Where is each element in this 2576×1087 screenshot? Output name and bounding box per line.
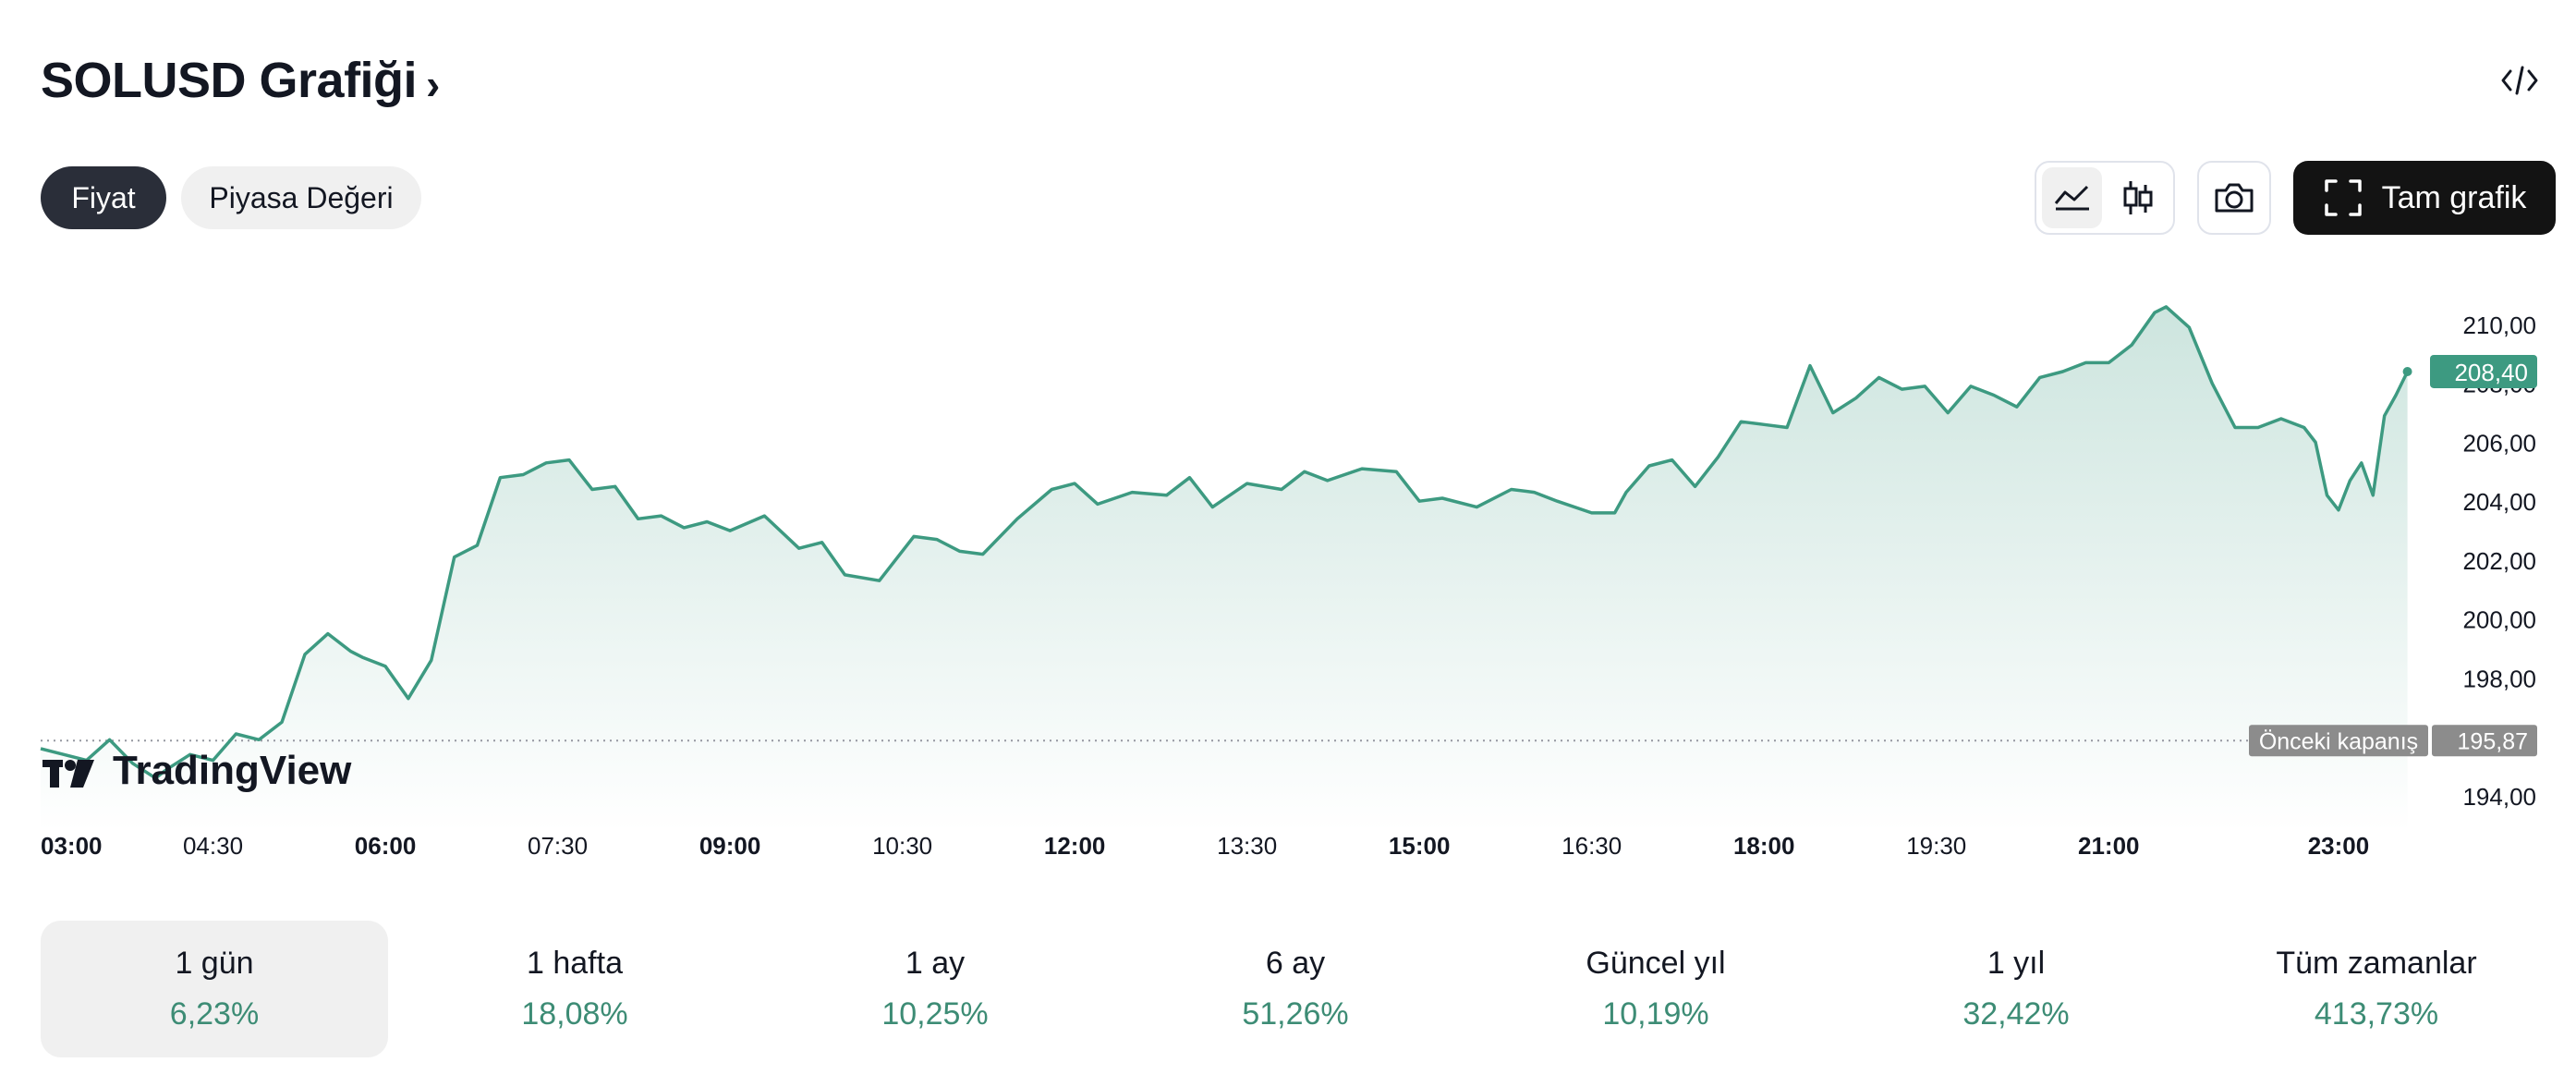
period-selector: 1 gün 6,23% 1 hafta 18,08% 1 ay 10,25% 6… xyxy=(41,921,2556,1059)
y-tick-label: 210,00 xyxy=(2462,311,2536,339)
last-price-dot xyxy=(2402,366,2412,376)
x-tick-label: 23:00 xyxy=(2308,832,2370,860)
period-1-year[interactable]: 1 yıl 32,42% xyxy=(1842,921,2190,1057)
period-1-day[interactable]: 1 gün 6,23% xyxy=(41,921,388,1057)
x-tick-label: 13:30 xyxy=(1217,832,1277,860)
area-chart-icon[interactable] xyxy=(2042,167,2102,228)
y-tick-label: 202,00 xyxy=(2462,547,2536,575)
period-label: 1 hafta xyxy=(527,946,623,981)
period-label: 1 gün xyxy=(175,946,254,981)
period-label: 1 yıl xyxy=(1987,946,2046,981)
period-1-month[interactable]: 1 ay 10,25% xyxy=(761,921,1109,1057)
watermark-text: TradingView xyxy=(113,748,352,793)
previous-close-label-badge xyxy=(2249,725,2428,757)
price-line xyxy=(40,305,2410,780)
y-tick-label: 194,00 xyxy=(2462,783,2536,811)
price-chart[interactable]: TradingView 210,00208,00206,00204,00202,… xyxy=(0,259,2576,887)
period-change: 10,19% xyxy=(1602,996,1709,1032)
period-label: 1 ay xyxy=(905,946,966,981)
x-tick-label: 04:30 xyxy=(183,832,243,860)
previous-close-label: Önceki kapanış xyxy=(2259,728,2418,754)
y-tick-label: 206,00 xyxy=(2462,429,2536,457)
previous-close-value-badge xyxy=(2432,725,2537,757)
last-price-badge xyxy=(2430,354,2537,388)
x-tick-label: 21:00 xyxy=(2078,832,2140,860)
candlestick-icon[interactable] xyxy=(2108,167,2168,228)
period-label: Tüm zamanlar xyxy=(2276,946,2477,981)
x-tick-label: 16:30 xyxy=(1561,832,1622,860)
y-tick-label: 200,00 xyxy=(2462,606,2536,634)
full-chart-label: Tam grafik xyxy=(2381,179,2527,215)
x-tick-label: 19:30 xyxy=(1906,832,1966,860)
fullscreen-icon xyxy=(2324,179,2362,216)
period-1-week[interactable]: 1 hafta 18,08% xyxy=(401,921,748,1057)
period-label: Güncel yıl xyxy=(1586,946,1726,981)
period-ytd[interactable]: Güncel yıl 10,19% xyxy=(1482,921,1829,1057)
tradingview-logo: TradingView xyxy=(43,748,352,793)
period-change: 10,25% xyxy=(881,996,989,1032)
x-tick-label: 07:30 xyxy=(528,832,588,860)
period-label: 6 ay xyxy=(1265,946,1326,981)
tab-price[interactable]: Fiyat xyxy=(41,166,166,229)
x-tick-label: 06:00 xyxy=(355,832,417,860)
period-change: 18,08% xyxy=(521,996,628,1032)
x-tick-label: 15:00 xyxy=(1389,832,1451,860)
page-title[interactable]: SOLUSD Grafiği › xyxy=(41,48,440,113)
x-tick-label: 18:00 xyxy=(1733,832,1795,860)
camera-icon[interactable] xyxy=(2197,161,2271,235)
x-tick-label: 09:00 xyxy=(699,832,761,860)
period-change: 32,42% xyxy=(1962,996,2070,1032)
period-change: 51,26% xyxy=(1242,996,1349,1032)
chevron-right-icon: › xyxy=(426,60,440,108)
tab-market-cap[interactable]: Piyasa Değeri xyxy=(181,166,421,229)
chart-type-toggle xyxy=(2035,161,2175,235)
x-tick-label: 10:30 xyxy=(872,832,932,860)
period-change: 6,23% xyxy=(169,996,260,1032)
code-embed-icon[interactable] xyxy=(2495,55,2545,105)
full-chart-button[interactable]: Tam grafik xyxy=(2293,161,2556,235)
period-6-months[interactable]: 6 ay 51,26% xyxy=(1122,921,1469,1057)
y-tick-label: 204,00 xyxy=(2462,488,2536,516)
last-price-label: 208,40 xyxy=(2454,359,2528,386)
previous-close-value: 195,87 xyxy=(2458,728,2528,754)
period-all-time[interactable]: Tüm zamanlar 413,73% xyxy=(2203,921,2550,1057)
period-change: 413,73% xyxy=(2314,996,2439,1032)
y-tick-label: 198,00 xyxy=(2462,665,2536,692)
price-area-fill xyxy=(41,306,2408,832)
chart-title: SOLUSD Grafiği xyxy=(41,53,418,108)
x-tick-label: 03:00 xyxy=(41,832,103,860)
x-tick-label: 12:00 xyxy=(1044,832,1106,860)
